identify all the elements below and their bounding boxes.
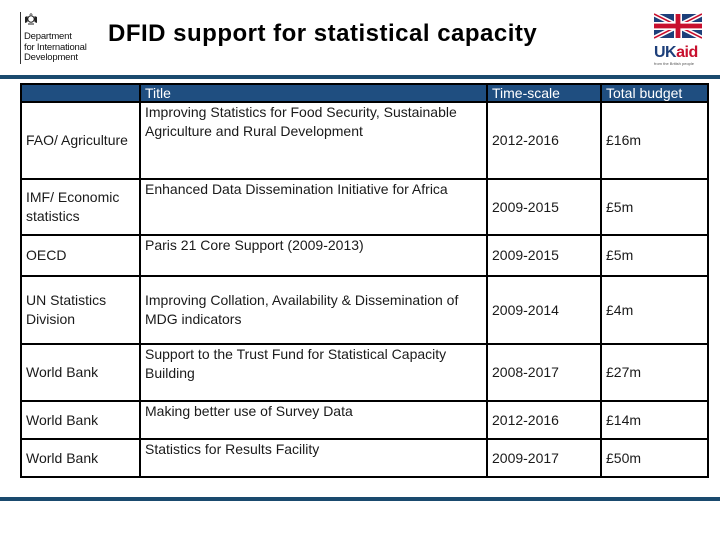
union-flag-icon — [652, 11, 704, 41]
cell-budget: £14m — [600, 400, 709, 440]
cell-timescale: 2012-2016 — [486, 101, 602, 180]
table-row: OECD Paris 21 Core Support (2009-2013) 2… — [20, 234, 709, 277]
cell-timescale: 2012-2016 — [486, 400, 602, 440]
cell-title: Improving Collation, Availability & Diss… — [139, 275, 488, 345]
cell-title: Support to the Trust Fund for Statistica… — [139, 343, 488, 402]
ukaid-tagline: from the British people — [654, 61, 695, 66]
cell-budget: £27m — [600, 343, 709, 402]
column-header-budget: Total budget — [600, 83, 709, 103]
cell-organisation: World Bank — [20, 400, 141, 440]
cell-title: Enhanced Data Dissemination Initiative f… — [139, 178, 488, 236]
table-row: World Bank Making better use of Survey D… — [20, 400, 709, 440]
table-row: World Bank Statistics for Results Facili… — [20, 438, 709, 478]
cell-organisation: UN Statistics Division — [20, 275, 141, 345]
ukaid-logo: UKaid from the British people — [652, 11, 704, 66]
cell-timescale: 2009-2017 — [486, 438, 602, 478]
cell-budget: £5m — [600, 234, 709, 277]
cell-organisation: World Bank — [20, 438, 141, 478]
dfid-logo-line: Development — [24, 52, 78, 63]
header-divider-bar — [0, 75, 720, 79]
cell-organisation: OECD — [20, 234, 141, 277]
dfid-logo: Department for International Development — [20, 12, 102, 64]
ukaid-uk-text: UK — [654, 44, 677, 61]
cell-budget: £4m — [600, 275, 709, 345]
ukaid-aid-text: aid — [676, 44, 698, 61]
dfid-logo-line: for International — [24, 41, 87, 53]
cell-timescale: 2008-2017 — [486, 343, 602, 402]
projects-table: Title Time-scale Total budget FAO/ Agric… — [20, 83, 709, 478]
cell-organisation: World Bank — [20, 343, 141, 402]
column-header-organisation — [20, 83, 141, 103]
royal-crest-icon — [25, 13, 37, 25]
cell-timescale: 2009-2015 — [486, 234, 602, 277]
table-row: UN Statistics Division Improving Collati… — [20, 275, 709, 345]
cell-title: Improving Statistics for Food Security, … — [139, 101, 488, 180]
footer-divider-bar — [0, 497, 720, 501]
table-row: IMF/ Economic statistics Enhanced Data D… — [20, 178, 709, 236]
table-row: FAO/ Agriculture Improving Statistics fo… — [20, 101, 709, 180]
table-row: World Bank Support to the Trust Fund for… — [20, 343, 709, 402]
cell-timescale: 2009-2014 — [486, 275, 602, 345]
cell-title: Making better use of Survey Data — [139, 400, 488, 440]
cell-budget: £50m — [600, 438, 709, 478]
cell-title: Paris 21 Core Support (2009-2013) — [139, 234, 488, 277]
table-header-row: Title Time-scale Total budget — [20, 83, 709, 103]
dfid-logo-line: Department — [24, 31, 72, 42]
cell-organisation: IMF/ Economic statistics — [20, 178, 141, 236]
cell-organisation: FAO/ Agriculture — [20, 101, 141, 180]
cell-budget: £5m — [600, 178, 709, 236]
cell-timescale: 2009-2015 — [486, 178, 602, 236]
cell-budget: £16m — [600, 101, 709, 180]
cell-title: Statistics for Results Facility — [139, 438, 488, 478]
column-header-title: Title — [139, 83, 488, 103]
column-header-timescale: Time-scale — [486, 83, 602, 103]
page-title: DFID support for statistical capacity — [108, 20, 538, 47]
